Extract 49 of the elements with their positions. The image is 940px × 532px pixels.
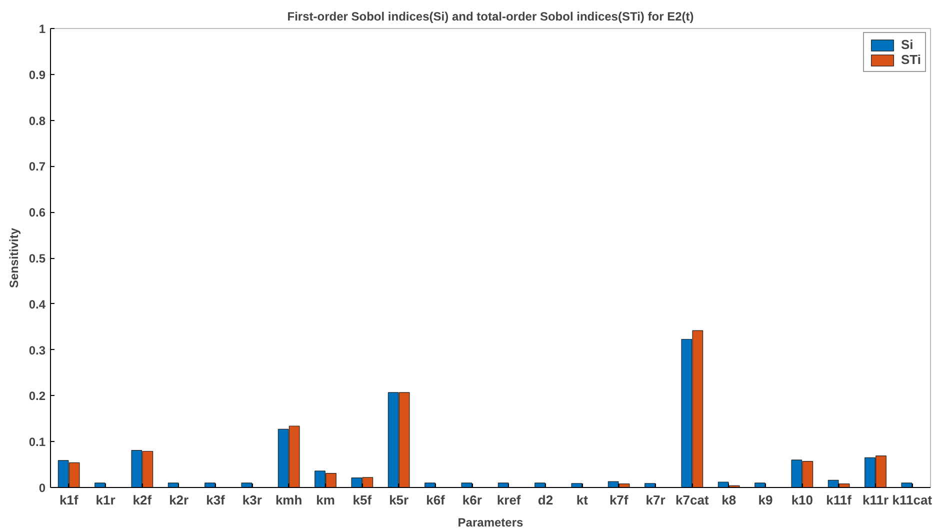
bar [571, 483, 582, 488]
bar [461, 482, 472, 488]
x-tick-label: k7f [609, 492, 629, 508]
x-tick-label: k3r [242, 492, 262, 508]
x-tick-label: k11f [826, 492, 852, 508]
bar [241, 482, 252, 488]
bar [901, 482, 912, 488]
x-tick-label: k11cat [892, 492, 933, 508]
y-tick-label: 0.4 [28, 297, 46, 312]
x-tick-label: d2 [538, 492, 554, 508]
bar [204, 482, 216, 488]
x-tick-label: kt [576, 492, 589, 508]
x-tick-label: k7cat [676, 492, 710, 508]
y-tick-label: 1 [38, 22, 46, 36]
y-tick-label: 0.8 [28, 114, 46, 128]
y-tick-label: 0.3 [28, 343, 46, 358]
x-tick-label: k5f [352, 492, 372, 508]
x-tick-label: kmh [275, 492, 302, 508]
x-tick-label: km [316, 492, 335, 508]
x-tick-label: k5r [389, 492, 409, 508]
x-tick-label: k11r [862, 492, 889, 508]
x-tick-label: k6f [426, 492, 446, 508]
x-tick-label: k1r [96, 492, 116, 508]
y-axis-title: Sensitivity [6, 228, 21, 288]
chart-title: First-order Sobol indices(Si) and total-order Sobol indices(STi) for E2(t) [287, 10, 694, 24]
x-tick-label: k2r [169, 492, 189, 508]
y-tick-label: 0 [38, 481, 46, 495]
bar [424, 482, 436, 488]
y-tick-label: 0.1 [28, 435, 46, 450]
x-tick-label: k7r [646, 492, 666, 508]
x-tick-label: k2f [132, 492, 152, 508]
y-tick-label: 0.5 [28, 252, 46, 266]
x-tick-label: k6r [462, 492, 482, 508]
y-tick-label: 0.2 [28, 389, 46, 404]
x-tick-label: k3f [206, 492, 226, 508]
bar [534, 482, 546, 488]
bar [94, 482, 106, 488]
x-axis-title: Parameters [458, 516, 524, 530]
y-tick-label: 0.7 [28, 160, 46, 174]
legend-label: Si [901, 37, 914, 52]
y-tick-label: 0.9 [28, 68, 46, 82]
x-tick-label: k8 [722, 492, 736, 508]
bar [754, 482, 766, 488]
y-tick-label: 0.6 [28, 206, 46, 220]
legend-label: STi [901, 52, 921, 67]
x-tick-label: k9 [758, 492, 773, 508]
x-tick-label: kref [496, 492, 522, 508]
x-tick-label: k10 [791, 492, 814, 508]
x-tick-label: k1f [59, 492, 79, 508]
